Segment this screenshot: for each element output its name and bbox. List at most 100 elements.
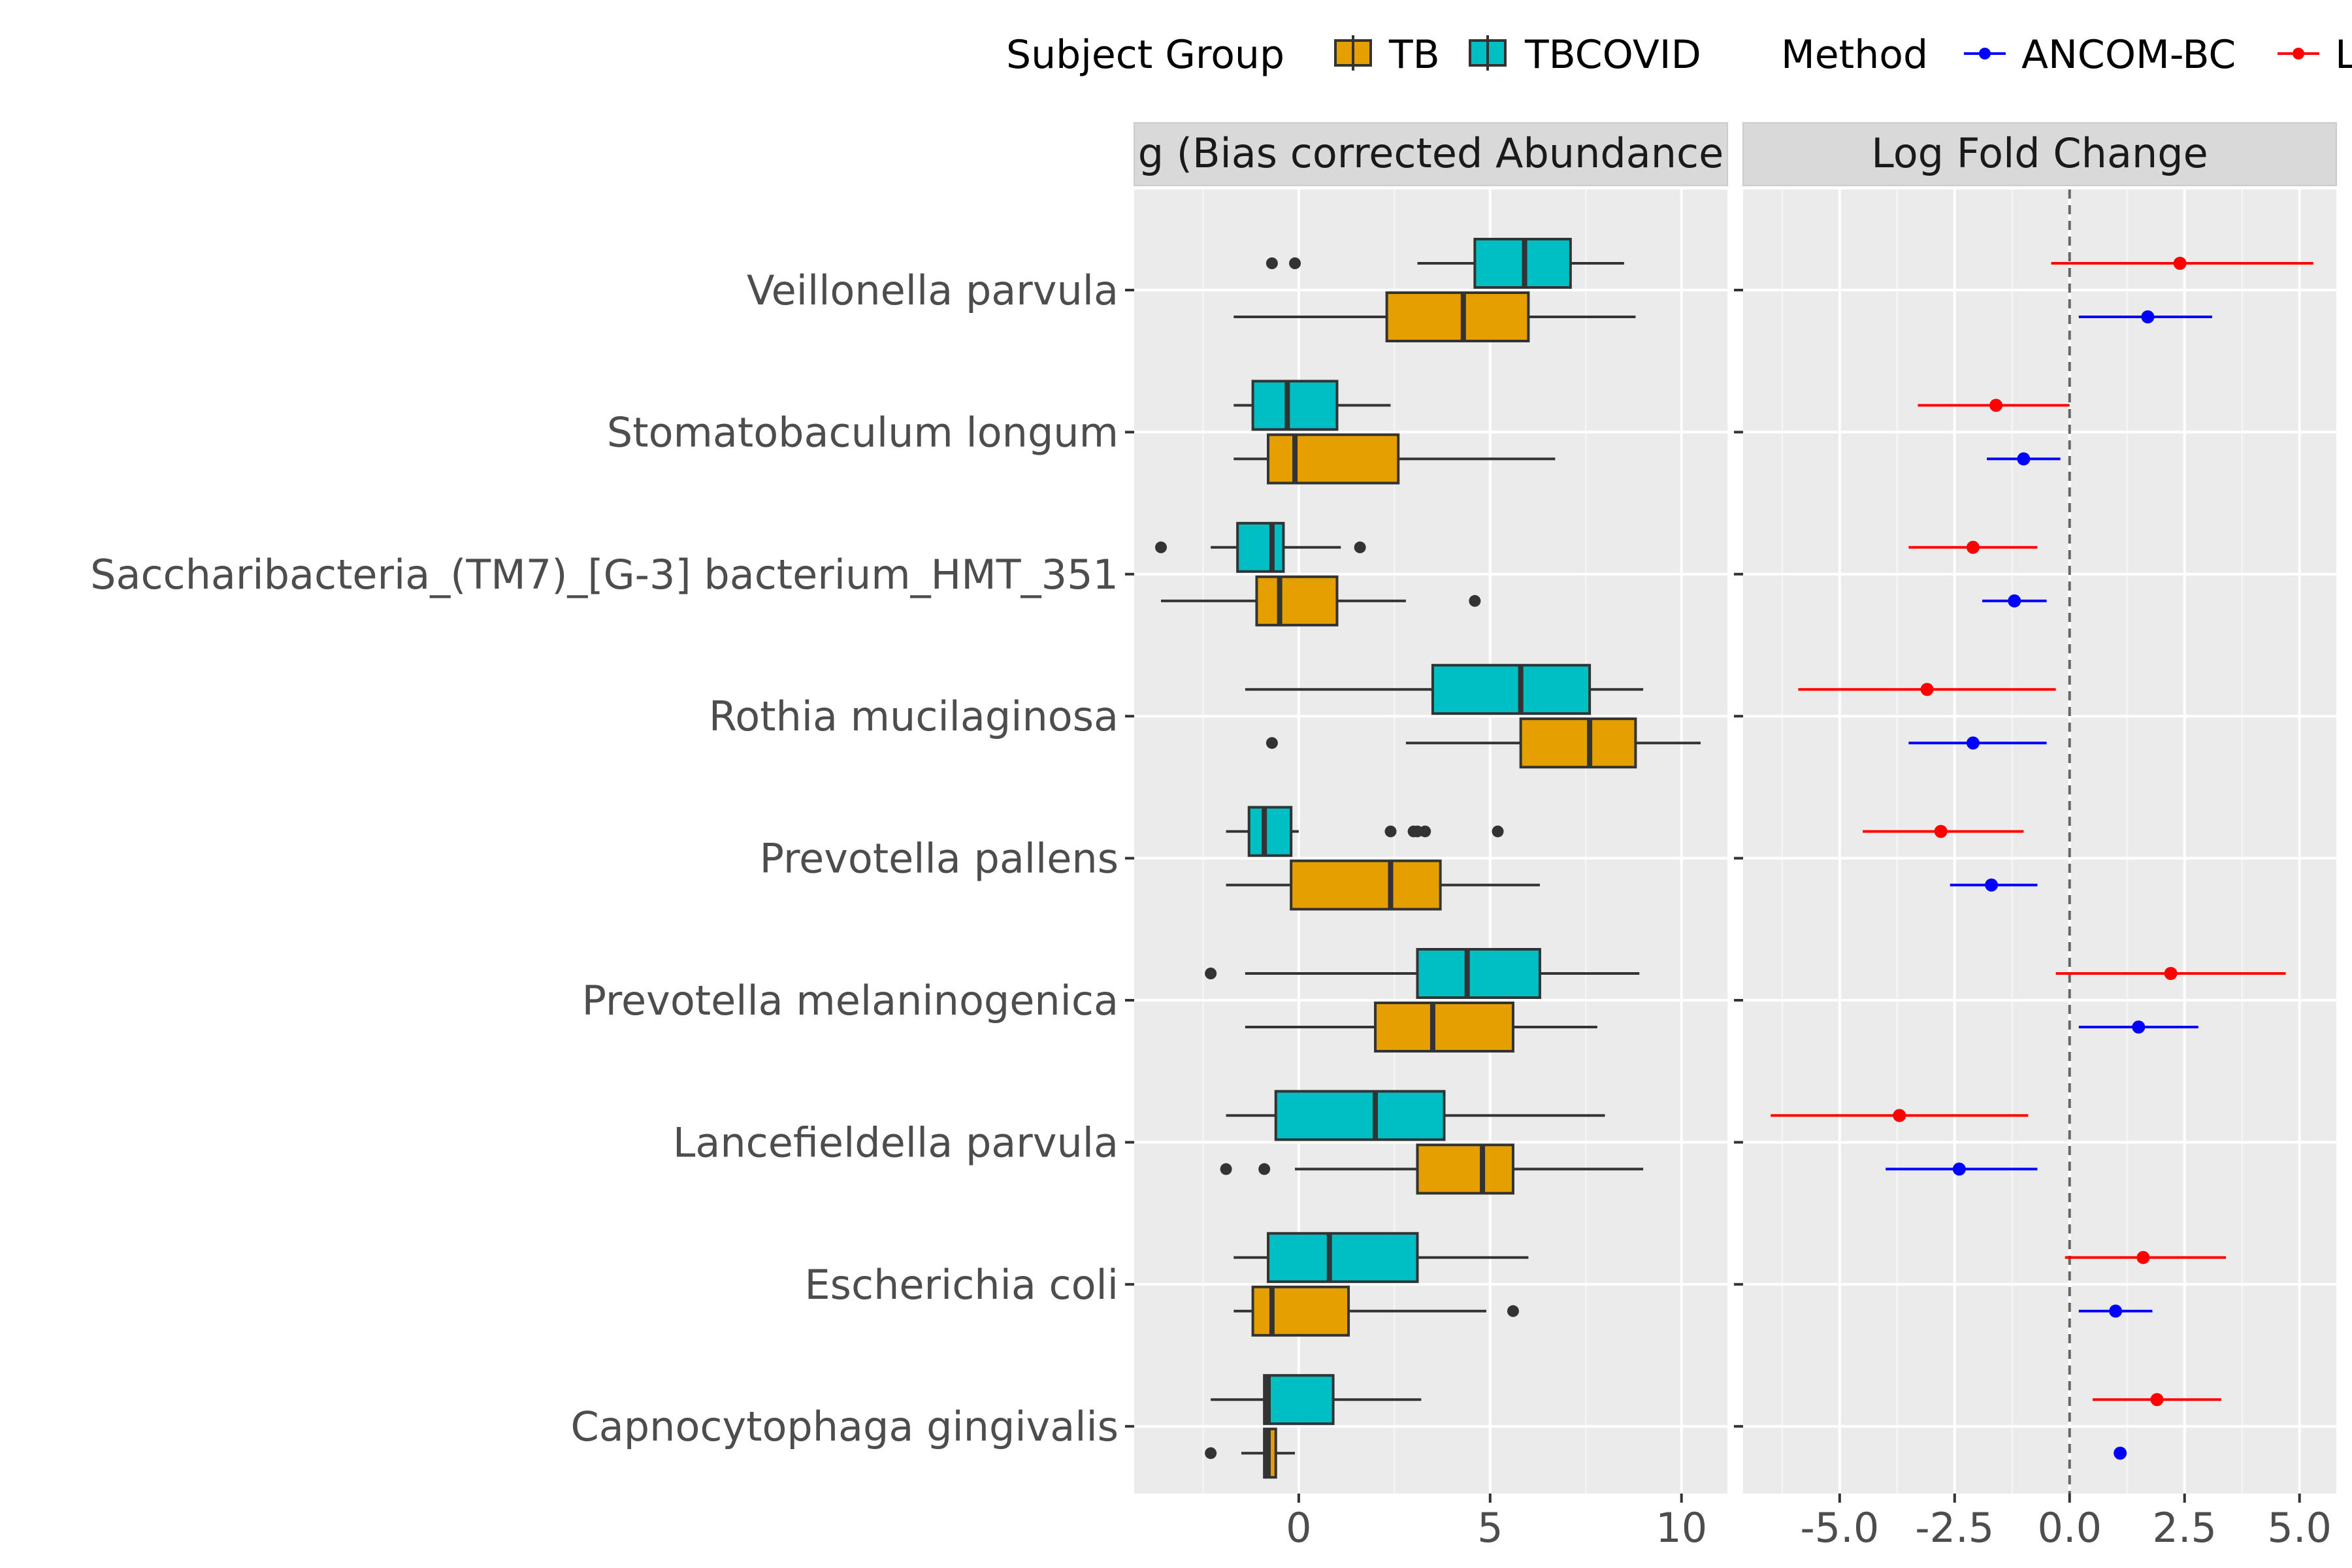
x-tick-label: 2.5: [2152, 1504, 2217, 1552]
box-iqr: [1267, 433, 1400, 485]
estimate-point: [1952, 1162, 1966, 1176]
legend-method-title: Method: [1781, 32, 1928, 78]
outlier-point: [1205, 968, 1217, 979]
legend-key-l: [2278, 48, 2319, 59]
box-tb-veillonella-parvula: [1233, 291, 1636, 342]
estimate-point: [1920, 683, 1934, 696]
strip-abundance: g (Bias corrected Abundance: [1134, 122, 1728, 186]
box-tb-lancefieldella-parvula: [1220, 1143, 1644, 1195]
box-tbcovid-saccharibacteria-tm7-g-3-bacterium-hmt-351: [1155, 521, 1366, 573]
x-tick-label: 0: [1286, 1504, 1311, 1552]
pointrange-l-stomatobaculum-longum: [1918, 399, 2070, 412]
legend-key-tbcovid: [1469, 35, 1507, 71]
estimate-point: [2008, 594, 2021, 608]
legend-key-ancombc: [1964, 48, 2006, 59]
lfc-panel: [1743, 189, 2336, 1494]
outlier-point: [1507, 1305, 1519, 1317]
box-tbcovid-stomatobaculum-longum: [1233, 380, 1391, 431]
outlier-point: [1258, 1163, 1271, 1175]
estimate-point: [2136, 1250, 2150, 1264]
lfc-panel-background: [1743, 189, 2336, 1494]
estimate-point: [1985, 878, 1999, 892]
outlier-point: [1384, 825, 1397, 838]
box-iqr: [1519, 717, 1637, 769]
estimate-point: [1966, 736, 1980, 750]
box-tbcovid-prevotella-melaninogenica: [1205, 948, 1640, 999]
y-label-saccharibacteria-tm7-g-3-bacterium-hmt-351: Saccharibacteria_(TM7)_[G-3] bacterium_H…: [90, 551, 1119, 598]
legend-group-title: Subject Group: [1006, 32, 1284, 78]
box-iqr: [1267, 1232, 1419, 1283]
estimate-point: [1966, 540, 1980, 554]
box-iqr: [1236, 521, 1285, 573]
pointrange-ancom-bc-prevotella-pallens: [1950, 878, 2038, 892]
outlier-point: [1492, 825, 1504, 838]
y-label-stomatobaculum-longum: Stomatobaculum longum: [607, 408, 1119, 456]
pointrange-l-lancefieldella-parvula: [1771, 1109, 2029, 1122]
y-label-capnocytophaga-gingivalis: Capnocytophaga gingivalis: [571, 1403, 1119, 1450]
legend-label-l: L: [2335, 32, 2352, 78]
pointrange-ancom-bc-lancefieldella-parvula: [1886, 1162, 2038, 1176]
pointrange-ancom-bc-escherichia-coli: [2078, 1304, 2153, 1318]
outlier-point: [1469, 595, 1481, 607]
pointrange-l-prevotella-pallens: [1863, 825, 2024, 838]
pointrange-ancom-bc-stomatobaculum-longum: [1987, 452, 2061, 466]
estimate-point: [2132, 1021, 2146, 1034]
x-tick-label: -2.5: [1915, 1504, 1994, 1552]
legend-label-tbcovid: TBCOVID: [1524, 32, 1701, 78]
box-tb-prevotella-melaninogenica: [1245, 1002, 1597, 1053]
x-tick-label: 0.0: [2037, 1504, 2102, 1552]
estimate-point: [2164, 967, 2178, 980]
outlier-point: [1266, 257, 1278, 269]
box-tb-capnocytophaga-gingivalis: [1205, 1428, 1296, 1479]
pointrange-ancom-bc-prevotella-melaninogenica: [2078, 1021, 2198, 1034]
box-tbcovid-rothia-mucilaginosa: [1245, 664, 1644, 715]
strip-lfc-title: Log Fold Change: [1871, 129, 2208, 177]
box-iqr: [1416, 1143, 1514, 1195]
estimate-point: [1893, 1109, 1906, 1122]
box-tb-saccharibacteria-tm7-g-3-bacterium-hmt-351: [1161, 575, 1481, 627]
pointrange-ancom-bc-capnocytophaga-gingivalis: [2114, 1446, 2127, 1460]
legend-key-tb: [1334, 35, 1372, 71]
box-iqr: [1290, 859, 1442, 911]
box-tb-stomatobaculum-longum: [1233, 433, 1556, 485]
estimate-point: [1989, 399, 2003, 412]
x-tick-label: 5: [1477, 1504, 1503, 1552]
x-axis-abundance: 0 5 10: [1286, 1494, 1707, 1552]
box-iqr: [1274, 1090, 1446, 1141]
x-tick-label: 10: [1656, 1504, 1707, 1552]
outlier-point: [1289, 257, 1301, 269]
legend-label-tb: TB: [1388, 32, 1440, 78]
estimate-point: [2017, 452, 2031, 466]
box-iqr: [1416, 948, 1541, 999]
pointrange-ancom-bc-rothia-mucilaginosa: [1908, 736, 2047, 750]
strip-lfc: Log Fold Change: [1742, 122, 2337, 186]
x-tick-label: 5.0: [2267, 1504, 2332, 1552]
x-tick-label: -5.0: [1800, 1504, 1879, 1552]
abundance-panel: [1134, 189, 1727, 1494]
outlier-point: [1419, 825, 1431, 838]
pointrange-l-rothia-mucilaginosa: [1798, 683, 2056, 696]
box-iqr: [1255, 575, 1339, 627]
box-tbcovid-escherichia-coli: [1233, 1232, 1529, 1283]
estimate-point: [2150, 1393, 2164, 1407]
y-label-escherichia-coli: Escherichia coli: [805, 1261, 1119, 1309]
pointrange-l-capnocytophaga-gingivalis: [2092, 1393, 2222, 1407]
y-label-prevotella-pallens: Prevotella pallens: [760, 835, 1119, 883]
box-iqr: [1251, 1285, 1350, 1337]
estimate-point: [2141, 310, 2155, 323]
estimate-point: [2114, 1446, 2127, 1460]
outlier-point: [1155, 541, 1168, 553]
strip-abundance-title: g (Bias corrected Abundance: [1138, 129, 1724, 177]
y-label-veillonella-parvula: Veillonella parvula: [747, 267, 1119, 314]
box-iqr: [1374, 1002, 1514, 1053]
outlier-point: [1220, 1163, 1232, 1175]
box-tbcovid-veillonella-parvula: [1266, 238, 1624, 289]
estimate-point: [1934, 825, 1948, 838]
x-axis-lfc: -5.0 -2.5 0.0 2.5 5.0: [1800, 1494, 2332, 1552]
box-iqr: [1251, 380, 1339, 431]
pointrange-l-saccharibacteria-tm7-g-3-bacterium-hmt-351: [1908, 540, 2038, 554]
abundance-panel-background: [1134, 189, 1727, 1494]
y-axis-labels: Veillonella parvula Stomatobaculum longum…: [90, 267, 1743, 1450]
estimate-point: [2173, 257, 2187, 270]
